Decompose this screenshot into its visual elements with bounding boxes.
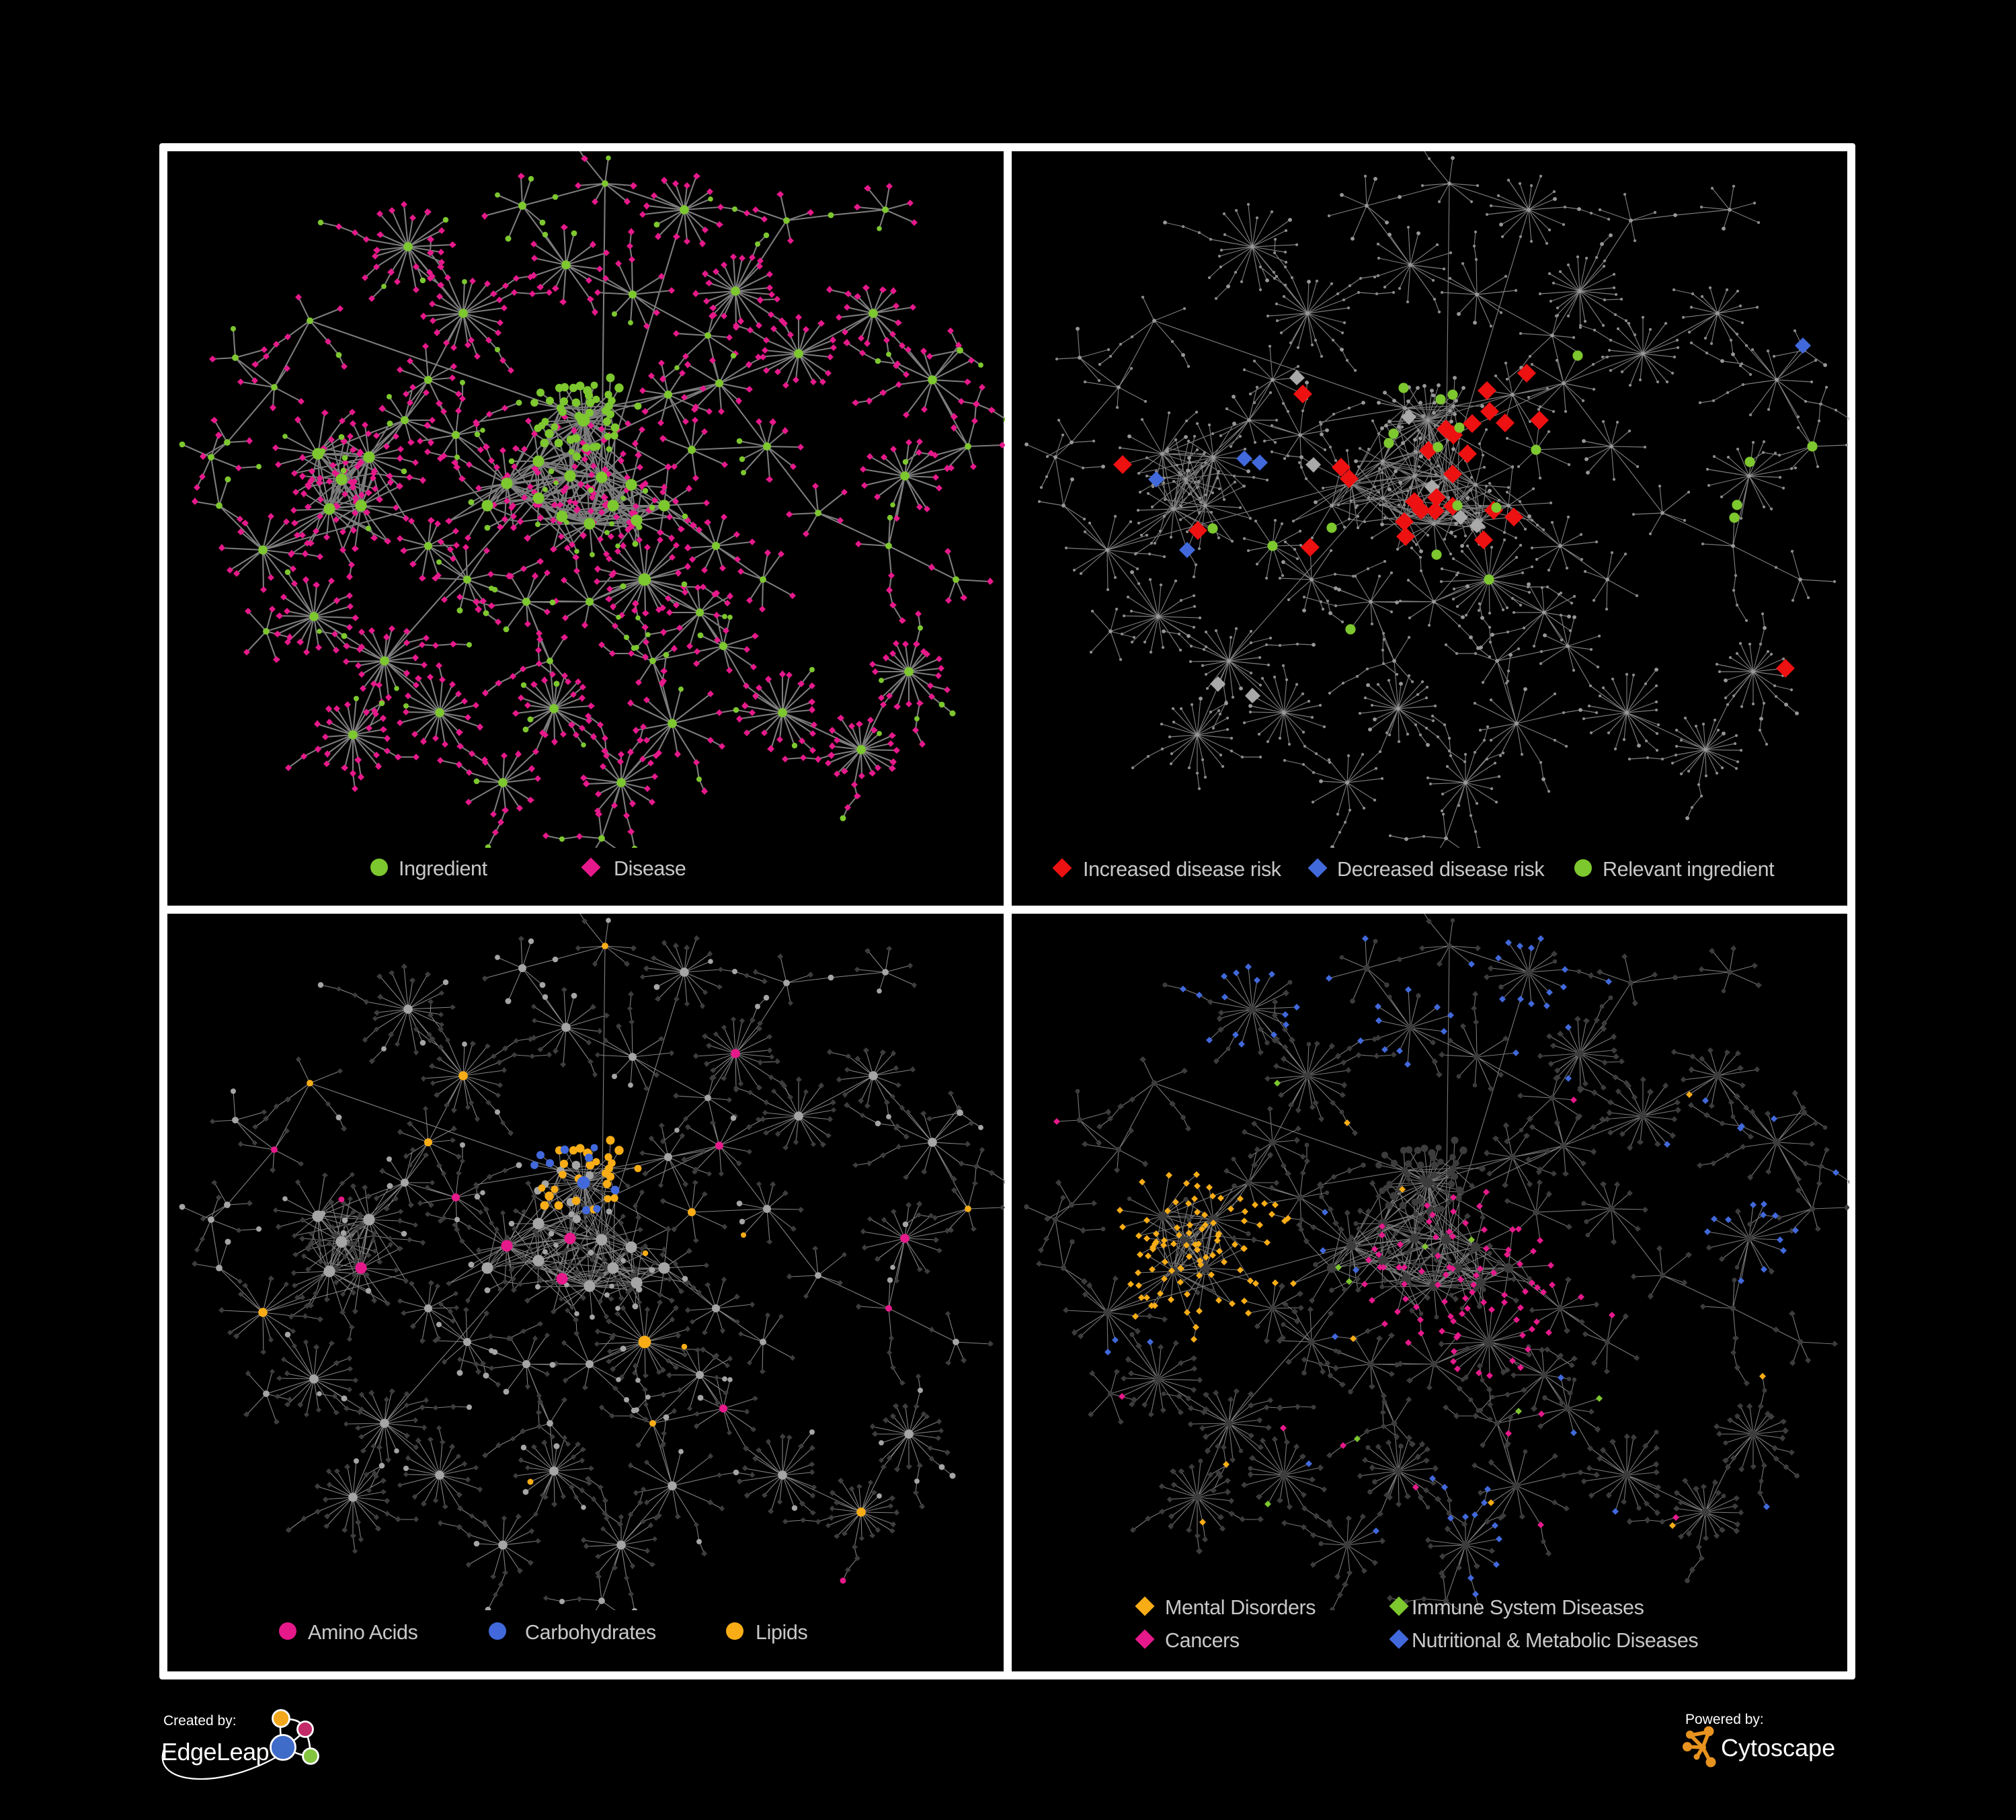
svg-text:Created by:: Created by: — [163, 1713, 237, 1729]
svg-text:Lipids: Lipids — [756, 1621, 807, 1644]
svg-text:Increased disease risk: Increased disease risk — [1083, 858, 1282, 881]
svg-text:Cytoscape: Cytoscape — [1721, 1734, 1835, 1762]
svg-text:Cancers: Cancers — [1165, 1629, 1240, 1652]
svg-text:Amino Acids: Amino Acids — [308, 1621, 418, 1644]
svg-text:Nutritional & Metabolic Diseas: Nutritional & Metabolic Diseases — [1412, 1629, 1698, 1652]
svg-text:Decreased disease risk: Decreased disease risk — [1337, 858, 1545, 881]
svg-text:Carbohydrates: Carbohydrates — [525, 1621, 656, 1644]
svg-text:Powered by:: Powered by: — [1685, 1712, 1764, 1727]
svg-text:Disease: Disease — [614, 857, 686, 880]
svg-text:EdgeLeap: EdgeLeap — [161, 1738, 269, 1766]
svg-text:Relevant ingredient: Relevant ingredient — [1603, 858, 1775, 881]
svg-text:Immune System Diseases: Immune System Diseases — [1412, 1596, 1644, 1619]
svg-text:Mental Disorders: Mental Disorders — [1165, 1596, 1316, 1619]
svg-text:Ingredient: Ingredient — [399, 857, 488, 880]
